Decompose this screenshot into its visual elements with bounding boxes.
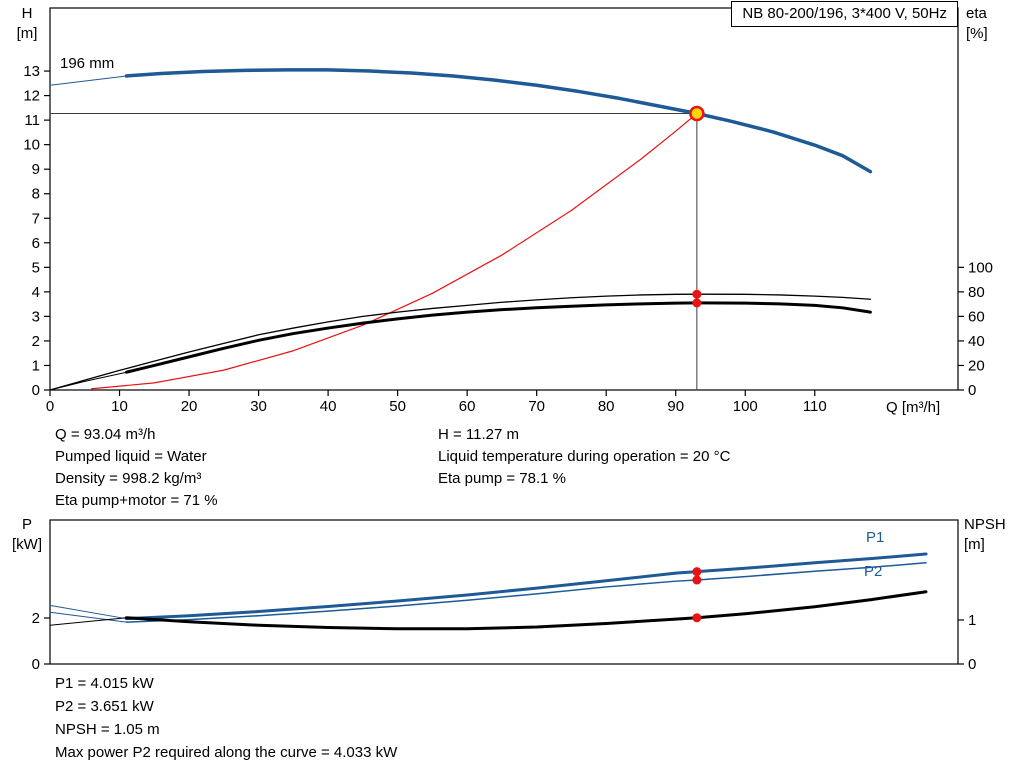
p2-leader xyxy=(49,611,127,623)
p1-point xyxy=(692,567,702,577)
npsh-axis-title: NPSH [m] xyxy=(964,516,1006,553)
x-tick-label: 80 xyxy=(598,398,615,415)
y-right-tick-label: 100 xyxy=(968,259,993,276)
eta-pump-motor-leader xyxy=(49,371,127,391)
x-tick-label: 20 xyxy=(181,398,198,415)
eta-axis-title: eta [%] xyxy=(966,5,988,42)
duty-point[interactable] xyxy=(689,105,705,122)
power-annotations: P1 = 4.015 kW P2 = 3.651 kW NPSH = 1.05 … xyxy=(55,672,397,764)
x-tick-label: 110 xyxy=(803,398,827,415)
p2-curve xyxy=(125,562,927,623)
y-left-tick-label: 7 xyxy=(32,210,40,227)
duty-annotations-right: H = 11.27 m Liquid temperature during op… xyxy=(438,424,730,490)
x-tick-label: 90 xyxy=(667,398,684,415)
npsh-curve xyxy=(124,590,928,631)
p1-curve xyxy=(124,552,928,621)
y-left-tick-label: 12 xyxy=(23,88,40,105)
power-axis-title: P [kW] xyxy=(12,516,42,553)
x-tick-label: 70 xyxy=(528,398,545,415)
density-value: Density = 998.2 kg/m³ xyxy=(55,470,202,487)
y-left-tick-label: 0 xyxy=(32,656,40,673)
flow-value: Q = 93.04 m³/h xyxy=(55,426,156,443)
pumped-liquid-value: Pumped liquid = Water xyxy=(55,448,207,465)
p1-leader xyxy=(49,604,127,620)
p1-value: P1 = 4.015 kW xyxy=(55,675,154,692)
npsh-leader xyxy=(49,617,127,626)
x-tick-label: 50 xyxy=(389,398,406,415)
impeller-diameter-label: 196 mm xyxy=(60,55,115,72)
y-right-tick-label: 40 xyxy=(968,333,985,350)
y-right-tick-label: 1 xyxy=(968,612,976,629)
liquid-temperature-value: Liquid temperature during operation = 20… xyxy=(438,448,731,465)
max-power-value: Max power P2 required along the curve = … xyxy=(55,744,398,761)
y-right-tick-label: 0 xyxy=(968,656,976,673)
p2-curve-label: P2 xyxy=(864,563,883,580)
y-right-tick-label: 0 xyxy=(968,382,976,399)
pump-model-title: NB 80-200/196, 3*400 V, 50Hz xyxy=(742,5,947,22)
eta-pump-point xyxy=(692,289,702,299)
y-left-tick-label: 8 xyxy=(32,186,40,203)
x-tick-label: 100 xyxy=(733,398,758,415)
pump-curve-196mm xyxy=(124,68,873,174)
npsh-value: NPSH = 1.05 m xyxy=(55,721,160,738)
y-left-tick-label: 6 xyxy=(32,235,40,252)
y-right-tick-label: 60 xyxy=(968,308,985,325)
p1-curve-label: P1 xyxy=(866,529,885,546)
y-left-tick-label: 11 xyxy=(24,112,40,129)
system-curve xyxy=(91,112,698,390)
npsh-point xyxy=(692,613,702,623)
p2-point xyxy=(692,575,702,585)
y-left-tick-label: 9 xyxy=(32,161,40,178)
plot-border xyxy=(49,519,959,665)
flow-axis-title: Q [m³/h] xyxy=(886,399,941,416)
y-right-tick-label: 80 xyxy=(968,284,985,301)
eta-pump-motor-point xyxy=(692,298,702,308)
pump-model-title-box: NB 80-200/196, 3*400 V, 50Hz xyxy=(731,1,958,27)
head-axis-title: H [m] xyxy=(16,5,38,42)
y-left-tick-label: 2 xyxy=(32,333,40,350)
eta-pump-motor-value: Eta pump+motor = 71 % xyxy=(55,492,218,509)
y-left-tick-label: 10 xyxy=(23,137,40,154)
y-left-tick-label: 2 xyxy=(32,610,40,627)
x-tick-label: 60 xyxy=(459,398,476,415)
y-left-tick-label: 0 xyxy=(32,382,40,399)
eta-pump-value: Eta pump = 78.1 % xyxy=(438,470,566,487)
eta-pump-curve xyxy=(49,293,872,391)
x-tick-label: 40 xyxy=(320,398,337,415)
y-left-tick-label: 1 xyxy=(32,357,40,374)
y-left-tick-label: 4 xyxy=(32,284,40,301)
head-value: H = 11.27 m xyxy=(438,426,520,443)
y-right-tick-label: 20 xyxy=(968,357,985,374)
plot-border xyxy=(49,7,959,391)
impeller-leader xyxy=(49,75,127,86)
y-left-tick-label: 5 xyxy=(32,259,40,276)
y-left-tick-label: 3 xyxy=(32,308,40,325)
x-tick-label: 10 xyxy=(111,398,128,415)
p2-value: P2 = 3.651 kW xyxy=(55,698,154,715)
eta-pump-motor-curve xyxy=(124,301,872,374)
y-left-tick-label: 13 xyxy=(23,63,40,80)
x-tick-label: 0 xyxy=(46,398,54,415)
x-tick-label: 30 xyxy=(250,398,267,415)
duty-annotations-left: Q = 93.04 m³/h Pumped liquid = Water Den… xyxy=(55,424,218,512)
